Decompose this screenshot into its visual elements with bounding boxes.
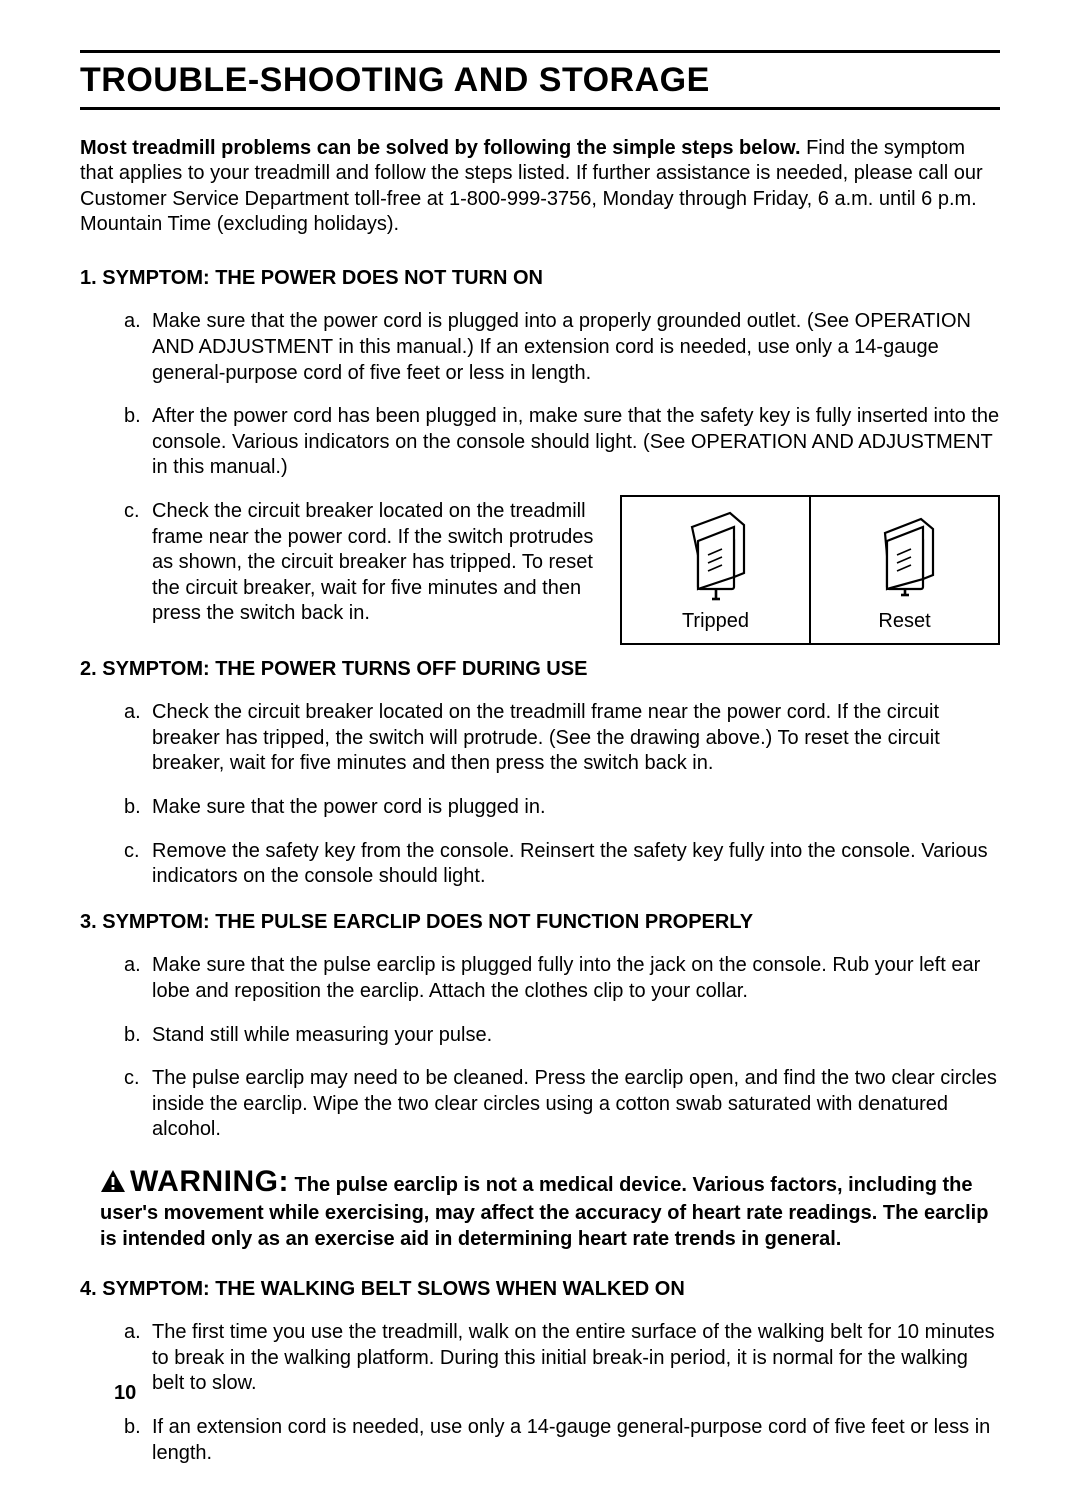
item-text: The pulse earclip may need to be cleaned… <box>152 1067 997 1140</box>
list-item: c. Remove the safety key from the consol… <box>124 839 1000 890</box>
symptom-4-list: a. The first time you use the treadmill,… <box>80 1320 1000 1466</box>
item-text: Make sure that the power cord is plugged… <box>152 310 971 383</box>
list-item: b. Make sure that the power cord is plug… <box>124 795 1000 821</box>
breaker-tripped-cell: Tripped <box>622 497 809 643</box>
list-item: c. Check the circuit breaker located on … <box>124 499 1000 645</box>
list-item: a. Check the circuit breaker located on … <box>124 700 1000 777</box>
item-text: Stand still while measuring your pulse. <box>152 1024 492 1046</box>
list-item: a. Make sure that the pulse earclip is p… <box>124 953 1000 1004</box>
rule-top <box>80 50 1000 53</box>
page-title: TROUBLE-SHOOTING AND STORAGE <box>80 59 1000 103</box>
item-text: Make sure that the power cord is plugged… <box>152 796 546 818</box>
symptom-2-list: a. Check the circuit breaker located on … <box>80 700 1000 890</box>
rule-under-title <box>80 107 1000 110</box>
item-marker: a. <box>124 700 141 726</box>
symptom-4-heading: 4. SYMPTOM: THE WALKING BELT SLOWS WHEN … <box>80 1277 1000 1303</box>
breaker-tripped-icon <box>672 507 760 603</box>
item-text: Check the circuit breaker located on the… <box>152 701 940 774</box>
item-text: The first time you use the treadmill, wa… <box>152 1321 995 1394</box>
symptom-3-list: a. Make sure that the pulse earclip is p… <box>80 953 1000 1143</box>
breaker-reset-label: Reset <box>878 609 930 635</box>
item-marker: a. <box>124 309 141 335</box>
item-marker: c. <box>124 839 140 865</box>
item-marker: a. <box>124 953 141 979</box>
breaker-reset-cell: Reset <box>809 497 998 643</box>
item-text: Remove the safety key from the console. … <box>152 840 988 888</box>
list-item: a. Make sure that the power cord is plug… <box>124 309 1000 386</box>
warning-triangle-icon <box>100 1169 126 1201</box>
symptom-1-heading: 1. SYMPTOM: THE POWER DOES NOT TURN ON <box>80 266 1000 292</box>
item-marker: a. <box>124 1320 141 1346</box>
list-item: b. If an extension cord is needed, use o… <box>124 1415 1000 1466</box>
list-item: b. After the power cord has been plugged… <box>124 404 1000 481</box>
item-marker: b. <box>124 795 141 821</box>
warning-word: WARNING: <box>130 1165 289 1198</box>
item-marker: c. <box>124 1066 140 1092</box>
breaker-tripped-label: Tripped <box>682 609 749 635</box>
item-marker: c. <box>124 499 140 525</box>
item-marker: b. <box>124 1023 141 1049</box>
item-marker: b. <box>124 1415 141 1441</box>
item-text: Check the circuit breaker located on the… <box>152 500 593 624</box>
item-text: Make sure that the pulse earclip is plug… <box>152 954 980 1002</box>
intro-paragraph: Most treadmill problems can be solved by… <box>80 136 1000 238</box>
warning-block: WARNING: The pulse earclip is not a medi… <box>80 1163 1000 1253</box>
symptom-1-list: a. Make sure that the power cord is plug… <box>80 309 1000 644</box>
list-item: c. The pulse earclip may need to be clea… <box>124 1066 1000 1143</box>
item-text: After the power cord has been plugged in… <box>152 405 999 478</box>
symptom-3-heading: 3. SYMPTOM: THE PULSE EARCLIP DOES NOT F… <box>80 910 1000 936</box>
list-item: a. The first time you use the treadmill,… <box>124 1320 1000 1397</box>
breaker-reset-icon <box>861 507 949 603</box>
list-item: b. Stand still while measuring your puls… <box>124 1023 1000 1049</box>
intro-bold: Most treadmill problems can be solved by… <box>80 137 801 159</box>
page-number: 10 <box>114 1381 136 1407</box>
item-marker: b. <box>124 404 141 430</box>
item-text: If an extension cord is needed, use only… <box>152 1416 990 1464</box>
symptom-2-heading: 2. SYMPTOM: THE POWER TURNS OFF DURING U… <box>80 657 1000 683</box>
circuit-breaker-diagram: Tripped Reset <box>620 495 1000 645</box>
